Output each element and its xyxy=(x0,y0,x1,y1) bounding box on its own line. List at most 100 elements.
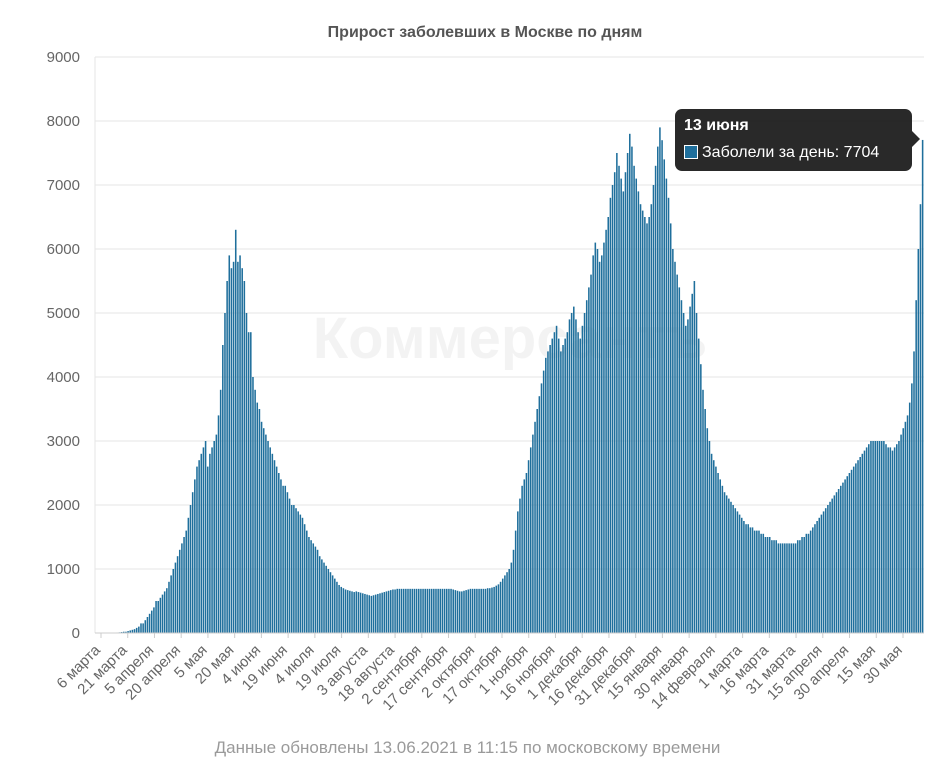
bar[interactable] xyxy=(312,543,315,633)
bar[interactable] xyxy=(872,441,874,633)
bar[interactable] xyxy=(411,588,414,633)
bar[interactable] xyxy=(693,281,696,633)
bar[interactable] xyxy=(868,444,870,633)
bar[interactable] xyxy=(781,543,784,633)
bar[interactable] xyxy=(814,524,816,633)
bar[interactable] xyxy=(760,533,762,633)
bar[interactable] xyxy=(573,306,575,633)
bar[interactable] xyxy=(667,197,670,634)
bar[interactable] xyxy=(613,172,616,633)
bar[interactable] xyxy=(368,595,371,633)
bar[interactable] xyxy=(174,562,177,633)
bar[interactable] xyxy=(728,498,730,633)
bar[interactable] xyxy=(540,383,543,633)
bar[interactable] xyxy=(601,255,603,633)
bar[interactable] xyxy=(812,527,814,633)
bar[interactable] xyxy=(545,357,547,633)
bar[interactable] xyxy=(695,313,698,633)
bar[interactable] xyxy=(379,593,381,633)
bar[interactable] xyxy=(213,441,215,633)
bar[interactable] xyxy=(336,581,338,633)
bar[interactable] xyxy=(768,537,771,633)
bar[interactable] xyxy=(529,447,532,633)
bar[interactable] xyxy=(883,441,885,633)
bar[interactable] xyxy=(433,588,435,633)
bar[interactable] xyxy=(417,588,420,633)
bar[interactable] xyxy=(583,313,586,633)
bar[interactable] xyxy=(659,127,661,634)
bar[interactable] xyxy=(351,591,353,633)
bar[interactable] xyxy=(362,593,364,633)
bar[interactable] xyxy=(738,514,741,633)
bar[interactable] xyxy=(349,590,351,633)
bar[interactable] xyxy=(374,594,377,633)
bar[interactable] xyxy=(786,543,788,633)
bar[interactable] xyxy=(557,338,560,633)
bar[interactable] xyxy=(652,185,655,633)
bar[interactable] xyxy=(392,589,394,633)
bar[interactable] xyxy=(217,415,220,633)
bar[interactable] xyxy=(590,274,592,633)
bar[interactable] xyxy=(209,453,211,633)
bar[interactable] xyxy=(906,415,909,633)
bar[interactable] xyxy=(719,479,721,633)
bar[interactable] xyxy=(682,313,685,633)
bar[interactable] xyxy=(415,588,418,633)
bar[interactable] xyxy=(913,351,915,633)
bar[interactable] xyxy=(138,626,140,633)
bar[interactable] xyxy=(181,543,183,633)
bar[interactable] xyxy=(153,607,155,633)
bar[interactable] xyxy=(792,543,795,633)
bar[interactable] xyxy=(521,485,523,633)
bar[interactable] xyxy=(538,396,541,633)
bar[interactable] xyxy=(824,508,827,633)
bar[interactable] xyxy=(908,402,911,633)
bar[interactable] xyxy=(857,460,859,633)
bar[interactable] xyxy=(183,537,185,633)
bar[interactable] xyxy=(163,591,166,633)
bar[interactable] xyxy=(323,562,325,633)
bar[interactable] xyxy=(480,588,482,633)
bar[interactable] xyxy=(506,572,508,633)
bar[interactable] xyxy=(271,453,274,633)
bar[interactable] xyxy=(689,306,691,633)
bar[interactable] xyxy=(342,588,345,633)
bar[interactable] xyxy=(672,249,674,633)
bar[interactable] xyxy=(827,505,829,633)
bar[interactable] xyxy=(318,556,321,633)
bar[interactable] xyxy=(258,409,261,633)
bar[interactable] xyxy=(562,345,564,633)
bar[interactable] xyxy=(204,441,207,633)
bar[interactable] xyxy=(439,588,442,633)
bar[interactable] xyxy=(226,281,228,633)
bar[interactable] xyxy=(286,492,289,633)
bar[interactable] xyxy=(275,466,278,633)
bar[interactable] xyxy=(581,325,584,633)
bar[interactable] xyxy=(327,569,330,633)
bar[interactable] xyxy=(534,421,536,633)
bar[interactable] xyxy=(316,549,319,633)
bar[interactable] xyxy=(777,543,780,633)
bar[interactable] xyxy=(594,242,597,633)
bar[interactable] xyxy=(721,485,724,633)
bar[interactable] xyxy=(618,165,620,634)
bar[interactable] xyxy=(452,589,454,633)
bar[interactable] xyxy=(863,450,866,633)
bar[interactable] xyxy=(620,178,622,633)
bar[interactable] xyxy=(122,631,125,633)
bar[interactable] xyxy=(517,511,519,633)
bar[interactable] xyxy=(211,447,213,633)
bar[interactable] xyxy=(715,466,717,633)
bar[interactable] xyxy=(514,530,517,633)
bar[interactable] xyxy=(125,631,127,633)
bar[interactable] xyxy=(413,588,416,633)
bar[interactable] xyxy=(133,629,136,633)
bar[interactable] xyxy=(295,508,297,633)
bar[interactable] xyxy=(321,559,323,633)
bar[interactable] xyxy=(364,593,366,633)
bar[interactable] xyxy=(663,159,666,633)
bar[interactable] xyxy=(723,492,726,633)
bar[interactable] xyxy=(607,217,610,633)
bar[interactable] xyxy=(870,441,872,633)
bar[interactable] xyxy=(751,527,754,633)
